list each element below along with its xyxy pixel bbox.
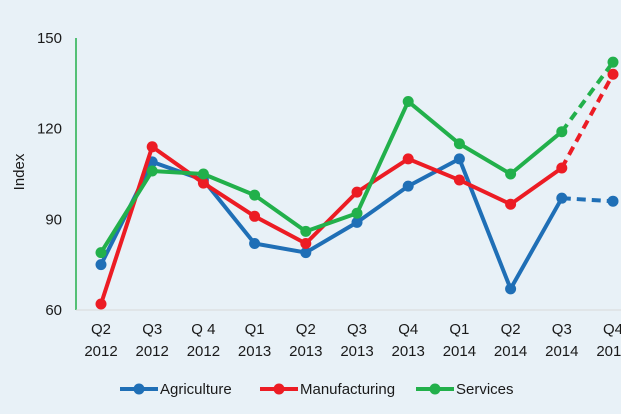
- data-point-manufacturing: [249, 210, 261, 222]
- x-tick-label: Q 4 2012: [187, 321, 220, 360]
- data-point-agriculture: [453, 153, 465, 165]
- x-tick-label: Q3 2014: [545, 321, 578, 360]
- series-agriculture: [95, 153, 619, 295]
- data-point-services: [453, 138, 465, 150]
- data-point-services: [607, 56, 619, 68]
- data-point-services: [300, 225, 312, 237]
- y-tick-label: 60: [45, 302, 62, 319]
- data-point-services: [351, 207, 363, 219]
- y-tick-label: 120: [37, 121, 62, 138]
- data-point-agriculture: [351, 216, 363, 228]
- data-point-manufacturing: [607, 68, 619, 80]
- series-forecast-line-manufacturing: [560, 73, 615, 169]
- legend-label: Manufacturing: [300, 381, 395, 398]
- x-tick-label: Q3 2012: [136, 321, 169, 360]
- x-ticks: Q2 2012 Q3 2012 Q 4 2012 Q1 2013 Q2 2013 Q3 2013 Q4 2…: [84, 321, 621, 360]
- series-layer: [95, 56, 619, 310]
- data-point-manufacturing: [300, 238, 312, 250]
- series-manufacturing: [95, 68, 619, 310]
- data-point-manufacturing: [402, 153, 414, 165]
- legend-swatch-marker: [133, 383, 145, 395]
- y-axis-label: Index: [11, 153, 28, 190]
- legend: Agriculture Manufacturing Services: [120, 381, 514, 398]
- legend-swatch-marker: [429, 383, 441, 395]
- data-point-manufacturing: [453, 174, 465, 186]
- legend-item-agriculture: Agriculture: [120, 381, 232, 398]
- data-point-services: [556, 126, 568, 138]
- data-point-manufacturing: [351, 186, 363, 198]
- y-ticks: 60 90 120 150: [37, 30, 62, 319]
- data-point-agriculture: [95, 259, 107, 271]
- data-point-manufacturing: [146, 141, 158, 153]
- x-tick-label: Q1 2013: [238, 321, 271, 360]
- data-point-services: [146, 165, 158, 177]
- data-point-services: [249, 189, 261, 201]
- data-point-manufacturing: [95, 298, 107, 310]
- series-services: [95, 56, 619, 259]
- series-line-manufacturing: [99, 144, 564, 306]
- data-point-agriculture: [402, 180, 414, 192]
- data-point-manufacturing: [505, 198, 517, 210]
- data-point-agriculture: [607, 195, 619, 207]
- data-point-manufacturing: [556, 162, 568, 174]
- x-tick-label: Q1 2014: [443, 321, 476, 360]
- x-tick-label: Q4 2013: [392, 321, 425, 360]
- x-tick-label: Q2 2014: [494, 321, 527, 360]
- data-point-services: [95, 247, 107, 259]
- legend-item-manufacturing: Manufacturing: [260, 381, 395, 398]
- x-tick-label: Q2 2013: [289, 321, 322, 360]
- legend-swatch-marker: [273, 383, 285, 395]
- x-tick-label: Q3 2013: [340, 321, 373, 360]
- data-point-services: [197, 168, 209, 180]
- series-line-services: [99, 99, 564, 255]
- data-point-agriculture: [505, 283, 517, 295]
- legend-item-services: Services: [416, 381, 514, 398]
- data-point-services: [505, 168, 517, 180]
- series-forecast-line-agriculture: [561, 196, 614, 204]
- y-tick-label: 90: [45, 211, 62, 228]
- data-point-agriculture: [300, 247, 312, 259]
- data-point-agriculture: [556, 192, 568, 204]
- y-tick-label: 150: [37, 30, 62, 47]
- data-point-agriculture: [249, 238, 261, 250]
- legend-label: Agriculture: [160, 381, 232, 398]
- data-point-manufacturing: [197, 177, 209, 189]
- x-tick-label: Q42014: [596, 321, 621, 360]
- x-tick-label: Q2 2012: [84, 321, 117, 360]
- data-point-services: [402, 95, 414, 107]
- legend-label: Services: [456, 381, 514, 398]
